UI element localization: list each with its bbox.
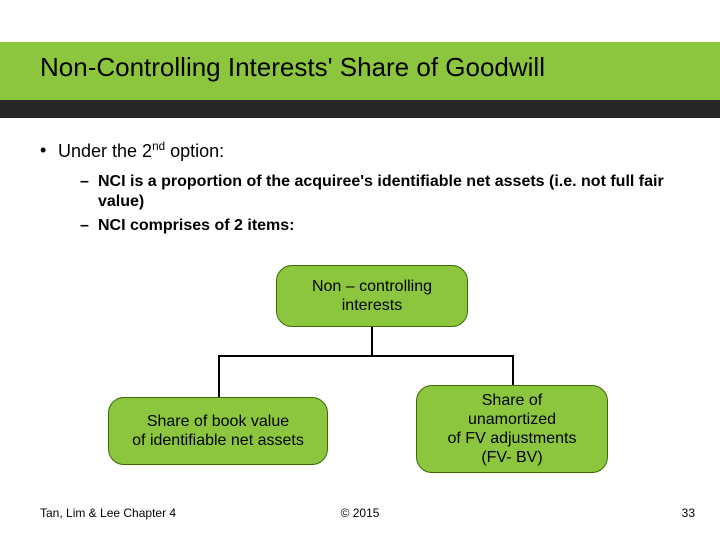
node-right-line3: of FV adjustments — [448, 429, 577, 448]
node-left: Share of book value of identifiable net … — [108, 397, 328, 465]
node-right-line4: (FV- BV) — [448, 448, 577, 467]
node-left-line2: of identifiable net assets — [132, 431, 304, 450]
connector-vert-right — [512, 355, 514, 385]
dark-band — [0, 100, 720, 118]
tree-diagram: Non – controlling interests Share of boo… — [0, 265, 720, 490]
node-left-line1: Share of book value — [132, 412, 304, 431]
bullet-level2-b: NCI comprises of 2 items: — [40, 216, 690, 236]
connector-vert-left — [218, 355, 220, 397]
bullet1-prefix: Under the 2 — [58, 141, 152, 161]
connector-vert-root — [371, 327, 373, 355]
connector-horiz — [218, 355, 512, 357]
node-root: Non – controlling interests — [276, 265, 468, 327]
content-area: Under the 2nd option: NCI is a proportio… — [40, 140, 690, 240]
footer-center: © 2015 — [341, 506, 380, 520]
bullet1-suffix: option: — [165, 141, 224, 161]
slide-number: 33 — [682, 506, 695, 520]
node-root-line2: interests — [312, 296, 432, 315]
footer-left: Tan, Lim & Lee Chapter 4 — [40, 506, 176, 520]
node-right-line1: Share of — [448, 391, 577, 410]
node-root-line1: Non – controlling — [312, 277, 432, 296]
bullet-level1: Under the 2nd option: — [40, 140, 690, 162]
bullet1-sup: nd — [152, 140, 165, 153]
slide-title: Non-Controlling Interests' Share of Good… — [40, 52, 545, 83]
node-right-line2: unamortized — [448, 410, 577, 429]
node-right: Share of unamortized of FV adjustments (… — [416, 385, 608, 473]
bullet-level2-a: NCI is a proportion of the acquiree's id… — [40, 172, 690, 212]
